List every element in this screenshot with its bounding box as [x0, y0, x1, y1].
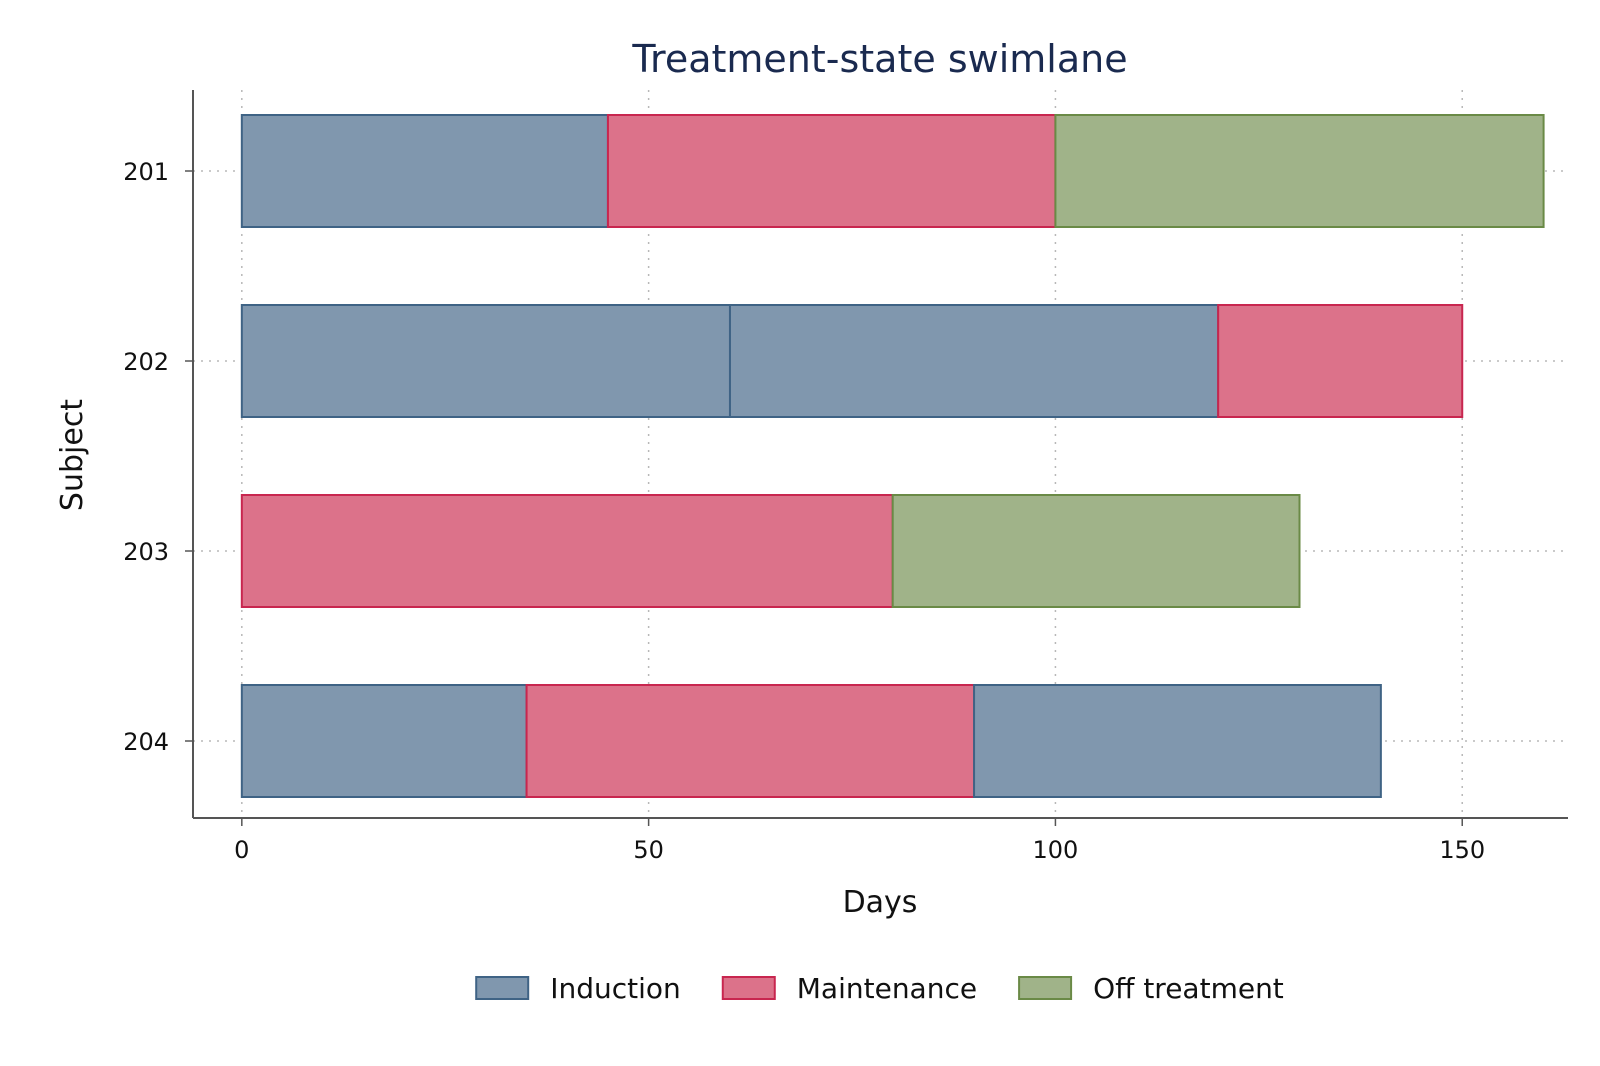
x-ticks: 0 50 100 150 — [234, 818, 1485, 864]
y-tick-label: 203 — [123, 538, 169, 566]
segment-bar — [891, 494, 1301, 608]
legend-swatch — [1018, 976, 1073, 1000]
bars — [240, 114, 1545, 798]
segment-bar — [240, 304, 731, 418]
legend-swatch — [475, 976, 530, 1000]
legend-label: Off treatment — [1093, 972, 1284, 1005]
x-tick-label: 0 — [234, 836, 249, 864]
segment-bar — [728, 304, 1220, 418]
segment-bar — [606, 114, 1057, 228]
y-axis-label: Subject — [55, 399, 90, 511]
x-axis-label: Days — [843, 885, 918, 920]
axes — [192, 90, 1568, 819]
segment-bar — [973, 684, 1382, 798]
x-tick-label: 100 — [1033, 836, 1079, 864]
segment-bar — [240, 684, 528, 798]
chart-title: Treatment-state swimlane — [631, 37, 1127, 81]
x-tick-label: 50 — [633, 836, 664, 864]
segment-bar — [240, 114, 609, 228]
segment-bar — [1054, 114, 1545, 228]
y-tick-label: 204 — [123, 728, 169, 756]
y-tick-label: 202 — [123, 348, 169, 376]
segment-bar — [1217, 304, 1464, 418]
x-tick-label: 150 — [1439, 836, 1485, 864]
segment-bar — [525, 684, 976, 798]
legend-label: Induction — [550, 972, 681, 1005]
legend: Induction Maintenance Off treatment — [475, 972, 1284, 1005]
legend-label: Maintenance — [797, 972, 977, 1005]
legend-swatch — [721, 976, 776, 1000]
y-tick-label: 201 — [123, 158, 169, 186]
segment-bar — [240, 494, 894, 608]
y-ticks: 201 202 203 204 — [123, 158, 193, 756]
